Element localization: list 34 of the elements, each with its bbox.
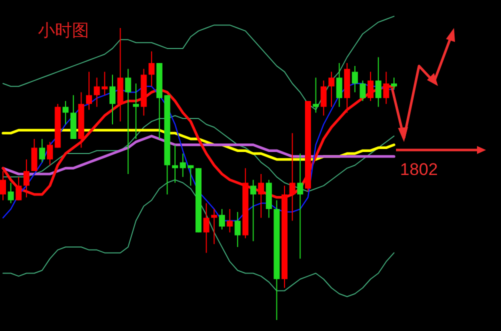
candlestick <box>0 170 6 201</box>
candlestick <box>297 153 304 260</box>
candlestick <box>360 80 366 102</box>
candlestick <box>226 208 233 233</box>
candlestick <box>211 208 218 245</box>
candlestick <box>258 174 264 218</box>
candlestick <box>62 100 69 125</box>
candlestick <box>312 77 319 114</box>
candlestick <box>8 182 14 204</box>
candlestick <box>172 144 178 184</box>
candlestick <box>148 50 155 87</box>
candlestick <box>234 211 241 248</box>
candlestick <box>109 74 116 125</box>
text: 1802 <box>400 160 438 179</box>
candlestick <box>218 208 225 230</box>
candlestick <box>391 77 397 90</box>
candlestick <box>352 65 358 93</box>
candlestick <box>16 176 22 201</box>
candlestick <box>250 179 256 242</box>
candlestick <box>328 71 334 108</box>
chart-title: 小时图 <box>38 21 89 41</box>
candlestick <box>39 138 46 163</box>
candlestick <box>336 62 342 108</box>
candlestick <box>320 80 327 116</box>
candlestick <box>383 71 390 104</box>
candlestick <box>368 71 374 102</box>
candlestick <box>203 202 210 254</box>
candlestick <box>23 158 30 198</box>
candlestick <box>375 56 382 108</box>
candlestick <box>289 132 296 222</box>
candlestick <box>86 71 92 110</box>
candlestick <box>132 82 139 140</box>
candlestick <box>125 68 132 174</box>
candlestick <box>31 138 38 172</box>
